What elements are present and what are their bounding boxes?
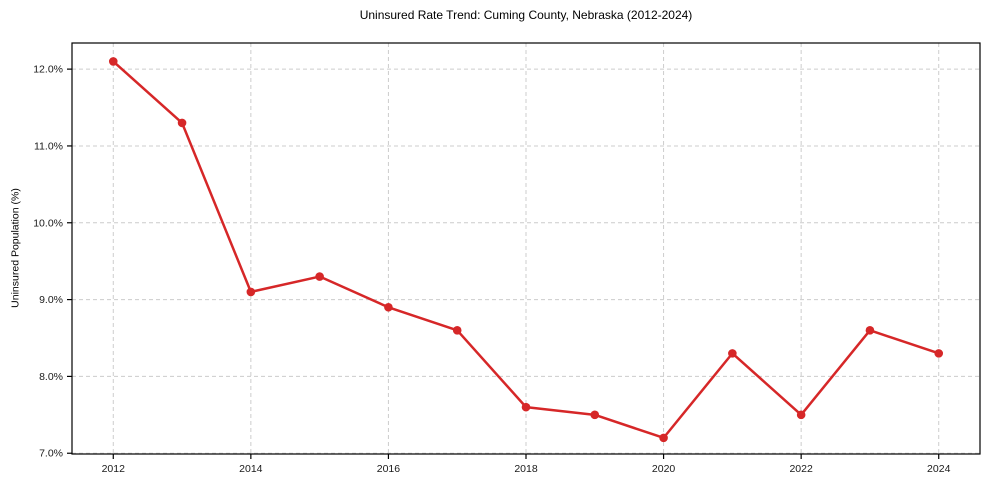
data-point	[108, 57, 118, 66]
data-point	[865, 326, 875, 335]
data-point	[934, 349, 944, 358]
x-tick-label: 2018	[514, 463, 538, 475]
data-point	[728, 349, 737, 358]
data-point	[796, 410, 806, 420]
data-point	[590, 410, 600, 420]
data-point	[659, 433, 668, 443]
y-tick-label: 7.0%	[39, 448, 63, 460]
data-point	[384, 302, 393, 312]
x-tick-label: 2016	[377, 463, 401, 475]
y-tick-label: 10.0%	[33, 217, 63, 229]
data-point	[246, 287, 256, 297]
data-point	[177, 118, 187, 128]
data-point	[521, 402, 531, 412]
y-tick-label: 8.0%	[39, 371, 63, 383]
y-tick-label: 11.0%	[34, 140, 63, 152]
x-tick-label: 2014	[239, 463, 263, 475]
x-tick-label: 2012	[102, 463, 126, 475]
data-point	[315, 272, 324, 281]
x-tick-label: 2024	[927, 463, 951, 475]
x-tick-label: 2022	[789, 463, 813, 475]
y-tick-label: 12.0%	[33, 64, 63, 76]
chart-title: Uninsured Rate Trend: Cuming County, Neb…	[359, 8, 693, 22]
x-tick-label: 2020	[652, 463, 676, 475]
y-tick-label: 9.0%	[39, 294, 63, 306]
data-point	[452, 326, 462, 335]
